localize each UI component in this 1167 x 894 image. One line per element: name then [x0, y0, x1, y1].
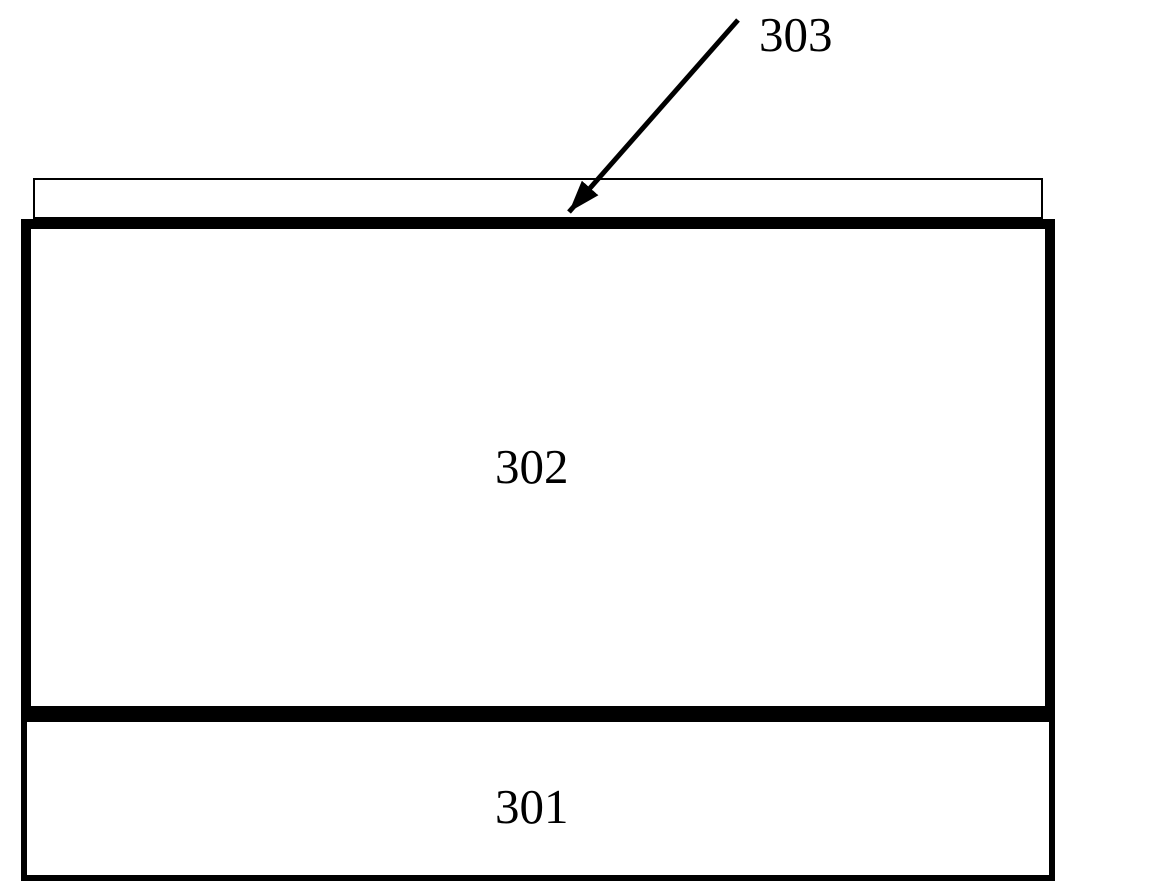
- layer-303: [33, 178, 1043, 219]
- label-303: 303: [759, 6, 833, 63]
- label-301: 301: [495, 778, 569, 835]
- label-302: 302: [495, 438, 569, 495]
